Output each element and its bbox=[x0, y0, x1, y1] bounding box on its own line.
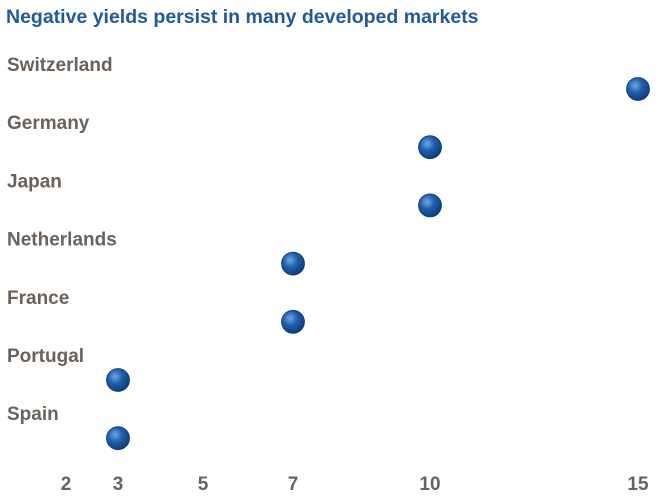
row-label-germany: Germany bbox=[7, 113, 90, 134]
row-label-netherlands: Netherlands bbox=[7, 230, 117, 251]
x-axis-ticks: 2 3 5 7 10 15 bbox=[61, 474, 649, 495]
x-tick-label-2: 2 bbox=[61, 474, 72, 495]
chart-title: Negative yields persist in many develope… bbox=[6, 6, 479, 28]
x-tick-label-15: 15 bbox=[627, 474, 649, 495]
marker-germany bbox=[418, 135, 442, 160]
x-tick-label-3: 3 bbox=[113, 474, 124, 495]
row-label-switzerland: Switzerland bbox=[7, 55, 113, 76]
x-tick-label-10: 10 bbox=[419, 474, 440, 495]
row-label-japan: Japan bbox=[7, 171, 62, 192]
row-label-spain: Spain bbox=[7, 404, 59, 425]
chart-rows: Switzerland Germany Japan Netherlands France… bbox=[1, 55, 657, 451]
marker-switzerland bbox=[626, 77, 650, 101]
marker-portugal bbox=[106, 368, 130, 392]
row-label-portugal: Portugal bbox=[7, 346, 84, 367]
x-tick-label-7: 7 bbox=[288, 474, 299, 495]
row-label-france: France bbox=[7, 288, 69, 309]
marker-japan bbox=[418, 193, 442, 218]
marker-spain bbox=[106, 426, 130, 451]
x-tick-label-5: 5 bbox=[198, 474, 209, 495]
marker-france bbox=[281, 309, 305, 334]
marker-netherlands bbox=[281, 251, 305, 276]
